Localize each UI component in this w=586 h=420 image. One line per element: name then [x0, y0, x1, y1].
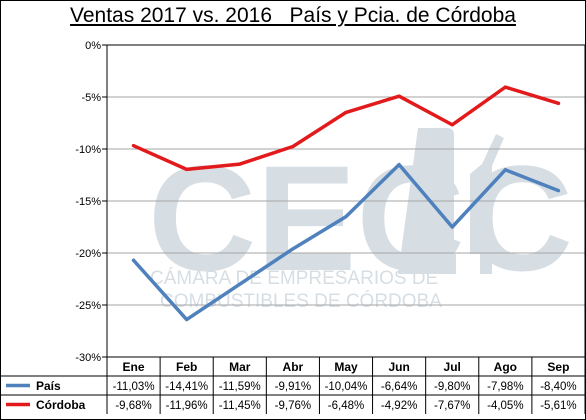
y-tick-label: 0% [85, 40, 101, 52]
data-point [556, 189, 560, 193]
x-tick-label: Ago [494, 360, 517, 374]
table-cell: -4,92% [381, 400, 417, 412]
table-cell: -11,03% [113, 381, 155, 393]
table-cell: -5,61% [540, 400, 576, 412]
table-cell: -4,05% [487, 400, 523, 412]
table-cell: -11,96% [166, 400, 208, 412]
y-tick-label: -30% [75, 352, 101, 364]
grid-lines [106, 44, 586, 358]
table-cell: -9,76% [275, 400, 311, 412]
y-tick-label: -10% [75, 144, 101, 156]
data-point [238, 162, 242, 166]
watermark-line-1: CÁMARA DE EMPRESARIOS DE [150, 268, 438, 289]
y-tick-label: -5% [81, 92, 101, 104]
data-point [185, 318, 189, 322]
data-point [503, 85, 507, 89]
watermark-letters: CECC [148, 134, 573, 302]
table-cell: -6,64% [381, 381, 417, 393]
x-tick-label: Feb [176, 360, 197, 374]
watermark-line-2: COMBUSTIBLES DE CÓRDOBA [160, 290, 442, 312]
data-point [132, 144, 136, 148]
table-cell: -9,80% [434, 381, 470, 393]
table-cell: -7,67% [434, 400, 470, 412]
watermark-logo: CECC CÁMARA DE EMPRESARIOS DE COMBUSTIBL… [148, 128, 573, 312]
y-tick-label: -25% [75, 300, 101, 312]
x-tick-label: Sep [547, 360, 569, 374]
table-series-name: Córdoba [36, 398, 86, 412]
y-tick-label: -20% [75, 248, 101, 260]
data-point [397, 94, 401, 98]
data-point [238, 282, 242, 286]
data-point [397, 163, 401, 167]
x-tick-label: Jul [444, 360, 461, 374]
data-point [450, 225, 454, 229]
y-axis: 0% -5% -10% -15% -20% -25% -30% [75, 40, 107, 364]
table-cell: -9,68% [115, 400, 151, 412]
x-tick-label: Abr [283, 360, 304, 374]
data-table: País -11,03% -14,41% -11,59% -9,91% -10,04% -6… [0, 357, 586, 414]
table-cell: -11,45% [219, 400, 261, 412]
data-point [291, 247, 295, 251]
x-tick-label: Ene [123, 360, 145, 374]
data-point [132, 258, 136, 262]
data-point [503, 168, 507, 172]
table-cell: -9,91% [275, 381, 311, 393]
table-cell: -14,41% [165, 381, 208, 393]
data-point [291, 145, 295, 149]
table-series-name: País [36, 379, 61, 393]
data-point [344, 215, 348, 219]
table-cell: -6,48% [328, 400, 364, 412]
table-cell: -10,04% [325, 381, 368, 393]
table-cell: -8,40% [540, 381, 576, 393]
x-tick-label: Jun [388, 360, 409, 374]
table-cell: -11,59% [219, 381, 261, 393]
data-point [450, 123, 454, 127]
x-axis: Ene Feb Mar Abr May Jun Jul Ago Sep [123, 360, 570, 374]
x-tick-label: Mar [229, 360, 251, 374]
data-point [556, 101, 560, 105]
chart-title: Ventas 2017 vs. 2016 País y Pcia. de Cór… [70, 4, 516, 27]
series-lines [131, 85, 561, 322]
data-point [185, 167, 189, 171]
data-point [344, 110, 348, 114]
x-tick-label: May [334, 360, 358, 374]
table-cell: -7,98% [487, 381, 523, 393]
y-tick-label: -15% [75, 196, 101, 208]
